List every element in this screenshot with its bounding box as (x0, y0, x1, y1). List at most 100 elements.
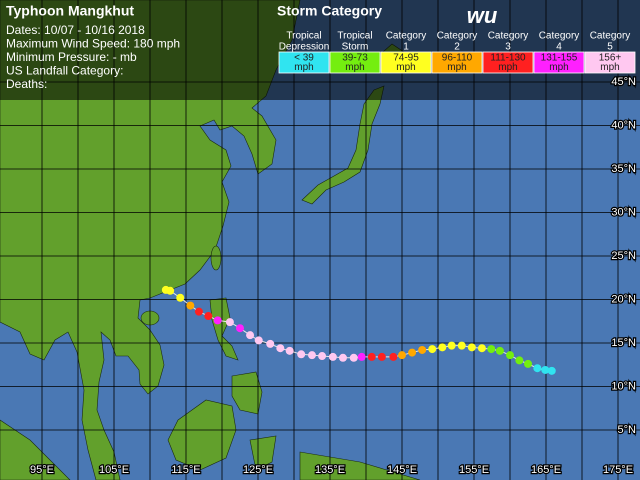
track-point (398, 351, 406, 360)
track-point (495, 346, 504, 355)
legend-name: 3 (505, 42, 511, 53)
lon-label: 155°E (459, 464, 489, 476)
track-point (297, 350, 306, 359)
track-point (447, 341, 456, 350)
legend-swatch (533, 51, 585, 74)
track-point (194, 307, 203, 316)
legend-name: Depression (279, 42, 330, 53)
lon-label: 145°E (387, 464, 417, 476)
track-point (506, 351, 514, 360)
track-point (418, 345, 427, 354)
legend-swatch (278, 51, 330, 74)
legend-swatch (329, 51, 381, 74)
track-point (438, 343, 447, 352)
track-point (161, 285, 170, 294)
track-point (533, 364, 542, 373)
storm-track (161, 285, 556, 375)
legend-name: Storm (342, 42, 369, 53)
legend-range: mph (498, 62, 517, 73)
legend-range: 39-73 (342, 53, 368, 64)
track-point (367, 352, 376, 361)
info-panel: Typhoon Mangkhut Dates: 10/07 - 10/16 20… (6, 3, 180, 91)
lat-label: 35°N (611, 163, 636, 175)
track-point (204, 312, 213, 321)
legend-range: 156+ (599, 53, 622, 64)
track-point (357, 352, 366, 361)
legend-name: Tropical (286, 31, 321, 42)
lon-label: 165°E (531, 464, 561, 476)
legend-name: Category (539, 31, 580, 42)
info-line: Deaths: (6, 77, 47, 91)
track-point (547, 366, 556, 375)
info-line: Minimum Pressure: - mb (6, 50, 137, 64)
legend-range: mph (549, 62, 568, 73)
track-point (524, 359, 532, 368)
legend-name: 4 (556, 42, 562, 53)
legend-name: 2 (454, 42, 460, 53)
header-band (0, 0, 640, 100)
legend-range: 111-130 (490, 53, 526, 64)
lat-label: 25°N (611, 250, 636, 262)
track-point (186, 301, 195, 310)
lat-label: 40°N (611, 119, 636, 131)
legend-name: Tropical (337, 31, 372, 42)
track-point (349, 353, 358, 362)
info-line: US Landfall Category: (6, 64, 123, 78)
legend-swatch (584, 51, 636, 74)
legend-name: Category (488, 31, 529, 42)
legend-range: mph (447, 62, 466, 73)
track-point (285, 346, 294, 355)
track-point (318, 352, 327, 361)
track-point (541, 365, 550, 374)
track-point (338, 353, 347, 362)
track-point (236, 324, 244, 333)
legend-range: mph (600, 62, 619, 73)
lat-label: 15°N (611, 337, 636, 349)
lon-label: 135°E (315, 464, 345, 476)
track-point (457, 341, 466, 350)
legend-name: Category (437, 31, 478, 42)
track-point (328, 352, 337, 361)
legend-range: mph (396, 62, 415, 73)
storm-title: Typhoon Mangkhut (6, 3, 134, 19)
info-line: Maximum Wind Speed: 180 mph (6, 37, 180, 51)
lat-label: 5°N (618, 424, 637, 436)
legend-title: Storm Category (277, 3, 382, 19)
track-point (408, 348, 417, 357)
track-point (254, 336, 263, 345)
legend-range: 74-95 (393, 53, 419, 64)
track-point (213, 316, 222, 325)
lon-label: 115°E (171, 464, 200, 476)
lon-label: 175°E (603, 464, 633, 476)
track-point (487, 345, 496, 354)
track-point (266, 339, 275, 348)
legend-range: mph (345, 62, 364, 73)
legend-swatch (482, 51, 534, 74)
lat-label: 20°N (611, 293, 636, 305)
legend-swatch (380, 51, 432, 74)
track-point (477, 344, 486, 353)
legend-swatch (431, 51, 483, 74)
legend-name: 5 (607, 42, 613, 53)
track-point (377, 352, 386, 361)
lat-label: 30°N (611, 206, 636, 218)
lat-label: 10°N (611, 380, 636, 392)
axis-labels: 5°N 10°N 15°N 20°N 25°N 30°N 35°N 40°N 45°N 95°E 1… (29, 75, 637, 477)
info-line: Dates: 10/07 - 10/16 2018 (6, 23, 145, 37)
lon-label: 125°E (243, 464, 273, 476)
lon-label: 95°E (30, 464, 54, 476)
lat-label: 45°N (611, 76, 636, 88)
track-point (515, 356, 524, 365)
track-point (176, 293, 185, 302)
track-point (246, 331, 255, 340)
track-point (225, 318, 234, 327)
lon-label: 105°E (99, 464, 129, 476)
track-point (308, 351, 316, 360)
legend-range: mph (294, 62, 313, 73)
track-point (467, 343, 476, 352)
legend-range: 131-155 (541, 53, 578, 64)
legend-range: < 39 (294, 53, 314, 64)
